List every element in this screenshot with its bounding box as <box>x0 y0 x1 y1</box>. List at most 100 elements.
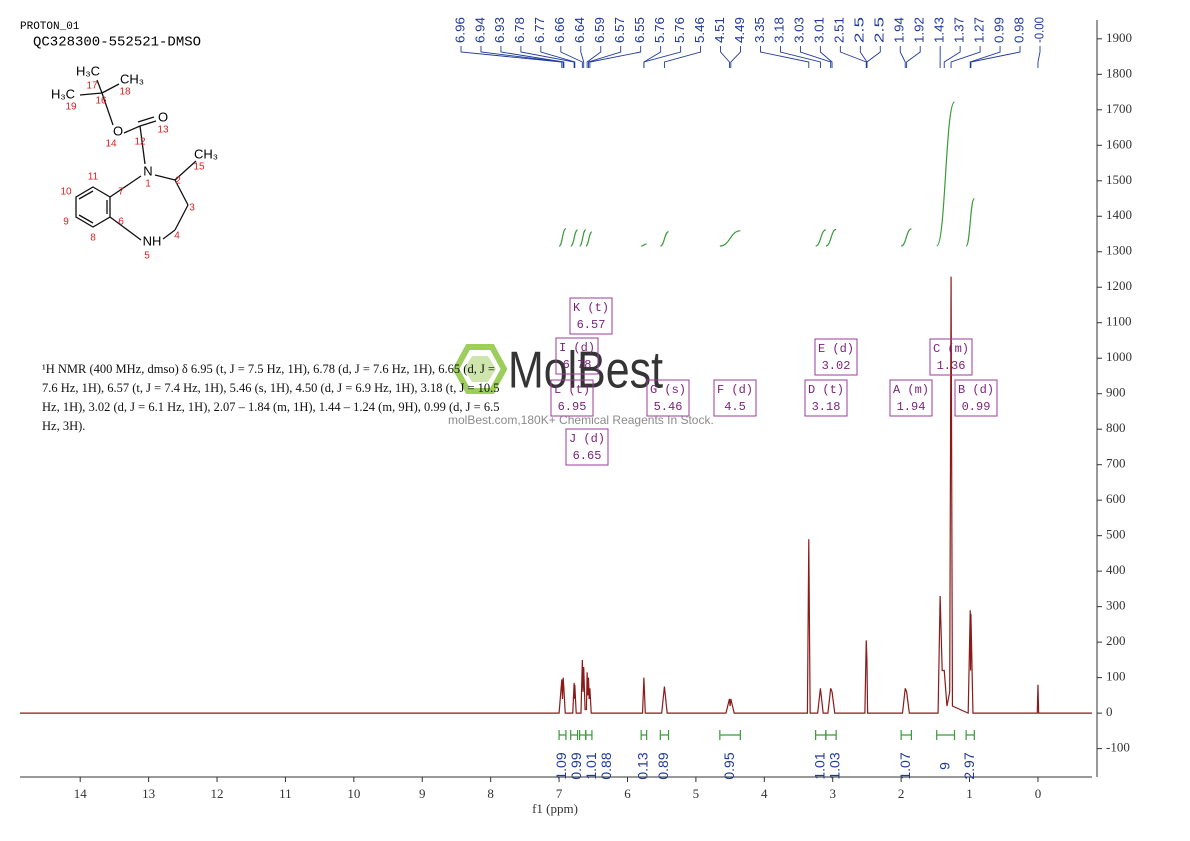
peak-label: 6.94 <box>473 17 487 43</box>
y-tick-label: 1300 <box>1106 243 1132 258</box>
integral-curve <box>965 197 975 247</box>
integral-bracket <box>640 730 648 740</box>
y-tick-label: 1000 <box>1106 349 1132 364</box>
peak-connector <box>643 46 682 68</box>
peak-connector <box>643 46 662 68</box>
multiplet-box <box>713 379 757 417</box>
integral-curve <box>815 229 827 247</box>
integral-curve <box>641 243 647 247</box>
watermark-logo-inner <box>464 356 496 382</box>
multiplet-box <box>550 379 594 417</box>
peak-connector <box>560 46 583 68</box>
atom-label: N <box>143 163 152 178</box>
integral-bracket <box>558 730 567 740</box>
multiplet-shift: 5.46 <box>654 400 683 414</box>
y-tick-label: 200 <box>1106 633 1126 648</box>
integral-curve <box>660 231 669 247</box>
sample-name: QC328300-552521-DMSO <box>33 35 201 51</box>
y-tick-label: 600 <box>1106 491 1126 506</box>
multiplet-name: J (d) <box>569 432 605 446</box>
multiplet-box <box>565 428 609 466</box>
peak-connector <box>760 46 810 68</box>
multiplet-box <box>646 379 690 417</box>
integral-curve <box>936 101 956 247</box>
x-tick-label: 8 <box>487 786 494 801</box>
x-tick-label: 11 <box>279 786 292 801</box>
atom-number: 16 <box>95 96 107 107</box>
multiplet-shift: 3.18 <box>812 400 841 414</box>
integral-bracket <box>570 730 579 740</box>
multiplet-box <box>569 297 613 335</box>
peak-label: 1.43 <box>932 17 946 43</box>
y-tick-label: 900 <box>1106 385 1126 400</box>
integral-curve <box>825 228 837 247</box>
peak-connector <box>839 46 867 68</box>
peak-label: 6.96 <box>453 17 467 43</box>
integral-bracket <box>900 730 912 740</box>
atom-label: O <box>158 109 168 124</box>
y-tick-label: 400 <box>1106 562 1126 577</box>
multiplet-box <box>555 337 599 375</box>
multiplet-name: G (s) <box>650 383 686 397</box>
peak-connector <box>899 46 906 68</box>
peak-label: 1.27 <box>972 17 986 43</box>
molecule-bonds <box>75 79 197 241</box>
peak-label: 1.37 <box>952 17 966 43</box>
peak-label: 3.18 <box>773 17 787 43</box>
peak-label: -0.00 <box>1032 17 1046 43</box>
integral-value: 9 <box>936 762 952 770</box>
y-tick-label: 300 <box>1106 598 1126 613</box>
peak-label: 5.46 <box>693 17 707 43</box>
multiplet-shift: 1.36 <box>937 359 966 373</box>
integral-value: 1.01 <box>583 752 599 779</box>
atom-number: 3 <box>189 203 195 214</box>
peak-label: 6.78 <box>513 17 527 43</box>
peak-connector <box>779 46 821 68</box>
atom-label: CH₃ <box>120 71 144 86</box>
peak-connector <box>866 46 881 68</box>
multiplet-box <box>804 379 848 417</box>
peak-label: 4.49 <box>733 17 747 43</box>
atom-number: 4 <box>174 231 180 242</box>
peak-label: 6.77 <box>533 17 547 43</box>
integral-curve <box>585 231 593 247</box>
multiplet-name: A (m) <box>893 383 929 397</box>
peak-label: 1.92 <box>913 17 927 43</box>
multiplet-box <box>954 379 998 417</box>
atom-number: 11 <box>88 172 99 183</box>
multiplet-name: L (t) <box>554 383 590 397</box>
peak-connector <box>480 46 564 68</box>
y-tick-label: 1700 <box>1106 101 1132 116</box>
x-tick-label: 1 <box>966 786 973 801</box>
peak-connector <box>663 46 702 68</box>
atom-number: 18 <box>119 87 131 98</box>
integral-value: 1.07 <box>897 752 913 779</box>
integral-curve <box>900 228 912 247</box>
atom-label: NH <box>143 233 162 248</box>
multiplet-shift: 1.94 <box>897 400 926 414</box>
multiplet-shift: 3.02 <box>822 359 851 373</box>
y-tick-label: 0 <box>1106 704 1113 719</box>
atom-number: 9 <box>63 217 69 228</box>
integral-bracket <box>825 730 837 740</box>
multiplet-shift: 6.78 <box>563 358 592 372</box>
integral-curve <box>719 230 741 247</box>
integral-bracket <box>659 730 670 740</box>
peak-connector <box>943 46 961 68</box>
peak-label: 0.98 <box>1012 17 1026 43</box>
integral-value: 2.97 <box>961 752 977 779</box>
atom-number: 6 <box>118 217 124 228</box>
multiplet-name: D (t) <box>808 383 844 397</box>
x-tick-label: 6 <box>624 786 631 801</box>
atom-number: 10 <box>60 187 72 198</box>
peak-connector <box>586 46 602 68</box>
peak-label: 2.51 <box>833 17 847 43</box>
peak-connector <box>500 46 565 68</box>
atom-number: 7 <box>118 187 124 198</box>
integral-value: 0.95 <box>721 752 737 779</box>
atom-number: 2 <box>175 176 181 187</box>
y-tick-label: 1400 <box>1106 207 1132 222</box>
watermark-brand: MolBest <box>508 342 663 400</box>
peak-label: 2.5 <box>853 17 867 43</box>
integral-value: 1.01 <box>811 752 827 779</box>
